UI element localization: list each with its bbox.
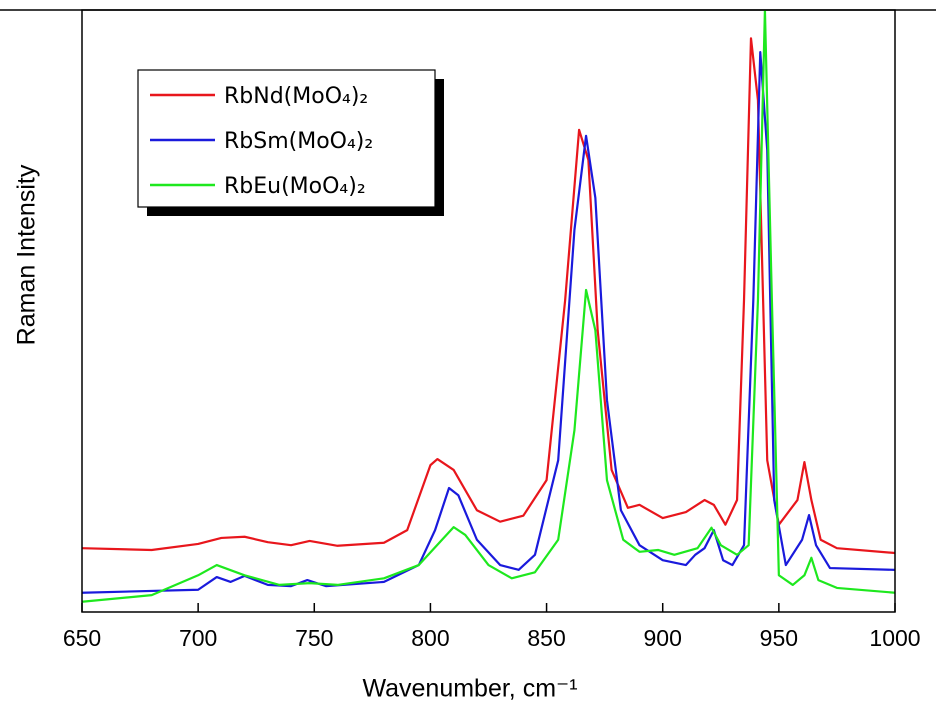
x-tick-label: 800 (411, 625, 449, 651)
plot-frame (81, 9, 896, 613)
series-line (82, 37, 895, 555)
x-tick-label: 1000 (869, 625, 920, 651)
plot-lines (82, 10, 895, 603)
x-tick-label: 950 (760, 625, 798, 651)
legend-label: RbNd(MoO₄)₂ (224, 84, 368, 109)
x-tick-label: 850 (527, 625, 565, 651)
y-axis-label: Raman Intensity (13, 164, 41, 345)
legend: RbNd(MoO₄)₂ RbSm(MoO₄)₂ RbEu(MoO₄)₂ (137, 69, 444, 216)
legend-label: RbSm(MoO₄)₂ (224, 129, 373, 154)
x-tick-label: 700 (179, 625, 217, 651)
x-axis-label: Wavenumber, cm⁻¹ (362, 675, 577, 703)
legend-label: RbEu(MoO₄)₂ (224, 174, 366, 199)
x-tick-label: 900 (644, 625, 682, 651)
x-tick-label: 750 (295, 625, 333, 651)
series-line (82, 10, 895, 603)
x-tick-label: 650 (63, 625, 101, 651)
